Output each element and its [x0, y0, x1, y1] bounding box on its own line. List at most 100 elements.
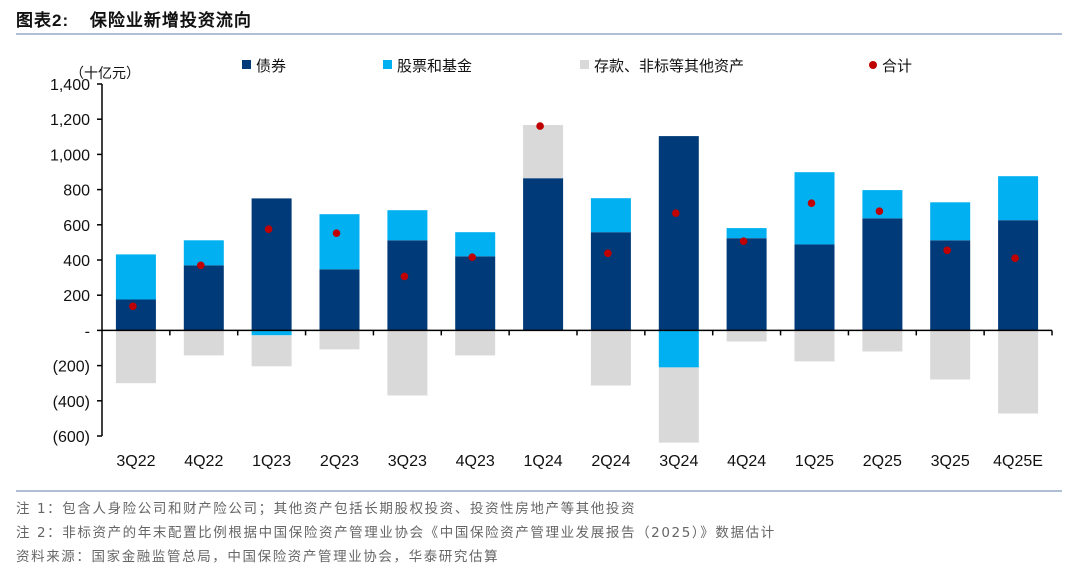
- x-tick-label: 3Q23: [388, 453, 427, 470]
- bar-1Q25-series-1: [794, 172, 835, 245]
- notes-block: 注 1：包含人身险公司和财产险公司；其他资产包括长期股权投资、投资性房地产等其他…: [16, 497, 776, 569]
- y-tick-label: (400): [53, 394, 90, 411]
- axes-layer: 1,400 1,200 1,000 800 600 400 200 - (200) (400) (6…: [50, 77, 1053, 470]
- total-markers-layer: [129, 122, 1019, 311]
- note-2: 注 2：非标资产的年末配置比例根据中国保险资产管理业协会《中国保险资产管理业发展…: [16, 525, 776, 541]
- y-tick-label: 400: [63, 253, 90, 270]
- x-tick-label: 2Q24: [591, 453, 630, 470]
- legend-swatch-0: [242, 60, 251, 69]
- bar-3Q23-series-2: [387, 330, 428, 396]
- bar-4Q24-series-1: [726, 228, 767, 239]
- footer-divider: [16, 490, 1062, 492]
- legend-swatch-total: [869, 61, 877, 69]
- bar-2Q24-series-0: [590, 232, 631, 331]
- y-tick-label: 1,200: [50, 112, 90, 129]
- x-tick-label: 4Q23: [456, 453, 495, 470]
- total-marker-4Q23: [468, 253, 477, 261]
- x-tick-label: 3Q22: [116, 453, 155, 470]
- bars-layer: [115, 125, 1039, 443]
- source-note: 资料来源：国家金融监管总局，中国保险资产管理业协会，华泰研究估算: [16, 549, 500, 565]
- total-marker-3Q25: [943, 246, 951, 255]
- legend-label-0: 债券: [256, 57, 286, 75]
- bar-1Q23-series-1: [251, 330, 292, 336]
- bar-1Q23-series-2: [251, 335, 292, 367]
- bar-4Q23-series-0: [455, 256, 496, 331]
- bar-4Q24-series-0: [726, 238, 767, 331]
- total-marker-1Q24: [536, 122, 544, 130]
- bar-4Q22-series-2: [183, 330, 224, 356]
- bar-1Q25-series-2: [794, 330, 835, 362]
- bar-3Q24-series-0: [658, 136, 699, 331]
- figure-title: 图表2: 保险业新增投资流向: [16, 6, 252, 31]
- legend-swatch-1: [383, 60, 392, 69]
- bar-4Q25E-series-0: [998, 220, 1039, 331]
- total-marker-3Q24: [672, 209, 680, 217]
- bar-3Q25-series-2: [930, 330, 971, 380]
- bar-2Q25-series-0: [862, 218, 903, 331]
- y-tick-label: (200): [53, 359, 90, 376]
- note-1: 注 1：包含人身险公司和财产险公司；其他资产包括长期股权投资、投资性房地产等其他…: [16, 501, 637, 517]
- x-tick-label: 2Q23: [320, 453, 359, 470]
- bar-4Q25E-series-1: [998, 176, 1039, 221]
- x-tick-label: 4Q25E: [993, 453, 1043, 470]
- total-marker-2Q23: [332, 229, 341, 237]
- bar-3Q25-series-1: [930, 202, 971, 241]
- total-marker-3Q22: [129, 302, 137, 311]
- total-marker-4Q25E: [1011, 254, 1019, 262]
- total-marker-4Q22: [197, 261, 205, 270]
- x-tick-label: 1Q23: [252, 453, 291, 470]
- y-tick-label: 200: [63, 288, 90, 305]
- figure-title-text: 保险业新增投资流向: [89, 11, 252, 31]
- bar-1Q24-series-2: [523, 125, 564, 179]
- bar-3Q23-series-1: [387, 210, 428, 241]
- bar-4Q22-series-1: [183, 240, 224, 266]
- bar-1Q24-series-0: [523, 178, 564, 331]
- bar-2Q23-series-0: [319, 269, 360, 331]
- total-marker-2Q24: [604, 249, 612, 258]
- bar-4Q23-series-1: [455, 232, 496, 257]
- legend-label-1: 股票和基金: [397, 57, 472, 75]
- total-marker-4Q24: [739, 237, 748, 245]
- x-tick-label: 2Q25: [863, 453, 902, 470]
- x-tick-label: 1Q25: [795, 453, 834, 470]
- y-tick-label: (600): [53, 429, 90, 446]
- y-tick-label: 1,400: [50, 77, 90, 94]
- bar-1Q25-series-0: [794, 244, 835, 331]
- legend: 债券 股票和基金 存款、非标等其他资产 合计: [242, 57, 912, 75]
- bar-2Q24-series-1: [590, 198, 631, 233]
- bar-4Q23-series-2: [455, 330, 496, 356]
- bar-4Q25E-series-2: [998, 330, 1039, 414]
- total-marker-3Q23: [400, 272, 409, 281]
- x-tick-label: 3Q25: [931, 453, 970, 470]
- bar-1Q23-series-0: [251, 198, 292, 331]
- legend-label-2: 存款、非标等其他资产: [594, 57, 744, 75]
- bar-2Q25-series-1: [862, 190, 903, 219]
- bar-3Q22-series-1: [115, 254, 156, 300]
- x-tick-label: 1Q24: [524, 453, 563, 470]
- figure-title-prefix: 图表: [16, 11, 52, 31]
- y-axis-unit-label: （十亿元）: [70, 66, 140, 82]
- bar-3Q24-series-1: [658, 330, 699, 368]
- legend-swatch-2: [580, 60, 589, 69]
- y-tick-label: 600: [63, 218, 90, 235]
- bar-3Q23-series-0: [387, 240, 428, 331]
- x-tick-label: 4Q22: [184, 453, 223, 470]
- bar-2Q23-series-2: [319, 330, 360, 350]
- total-marker-1Q23: [264, 225, 273, 233]
- y-tick-label: 1,000: [50, 147, 90, 164]
- y-tick-label: -: [85, 323, 90, 340]
- x-tick-label: 3Q24: [659, 453, 698, 470]
- legend-label-3: 合计: [882, 57, 912, 75]
- bar-4Q24-series-2: [726, 330, 767, 342]
- figure-title-number: 2:: [52, 11, 70, 30]
- bar-3Q25-series-0: [930, 240, 971, 331]
- bar-4Q22-series-0: [183, 265, 224, 331]
- total-marker-2Q25: [875, 207, 884, 215]
- bar-3Q22-series-2: [115, 330, 156, 384]
- bar-3Q24-series-2: [658, 367, 699, 443]
- y-tick-label: 800: [63, 183, 90, 200]
- title-divider: [16, 33, 1062, 35]
- bar-2Q24-series-2: [590, 330, 631, 386]
- stacked-bar-chart: 债券 股票和基金 存款、非标等其他资产 合计 （十亿元） 1,400 1,200 1,00…: [50, 57, 1053, 470]
- x-tick-label: 4Q24: [727, 453, 766, 470]
